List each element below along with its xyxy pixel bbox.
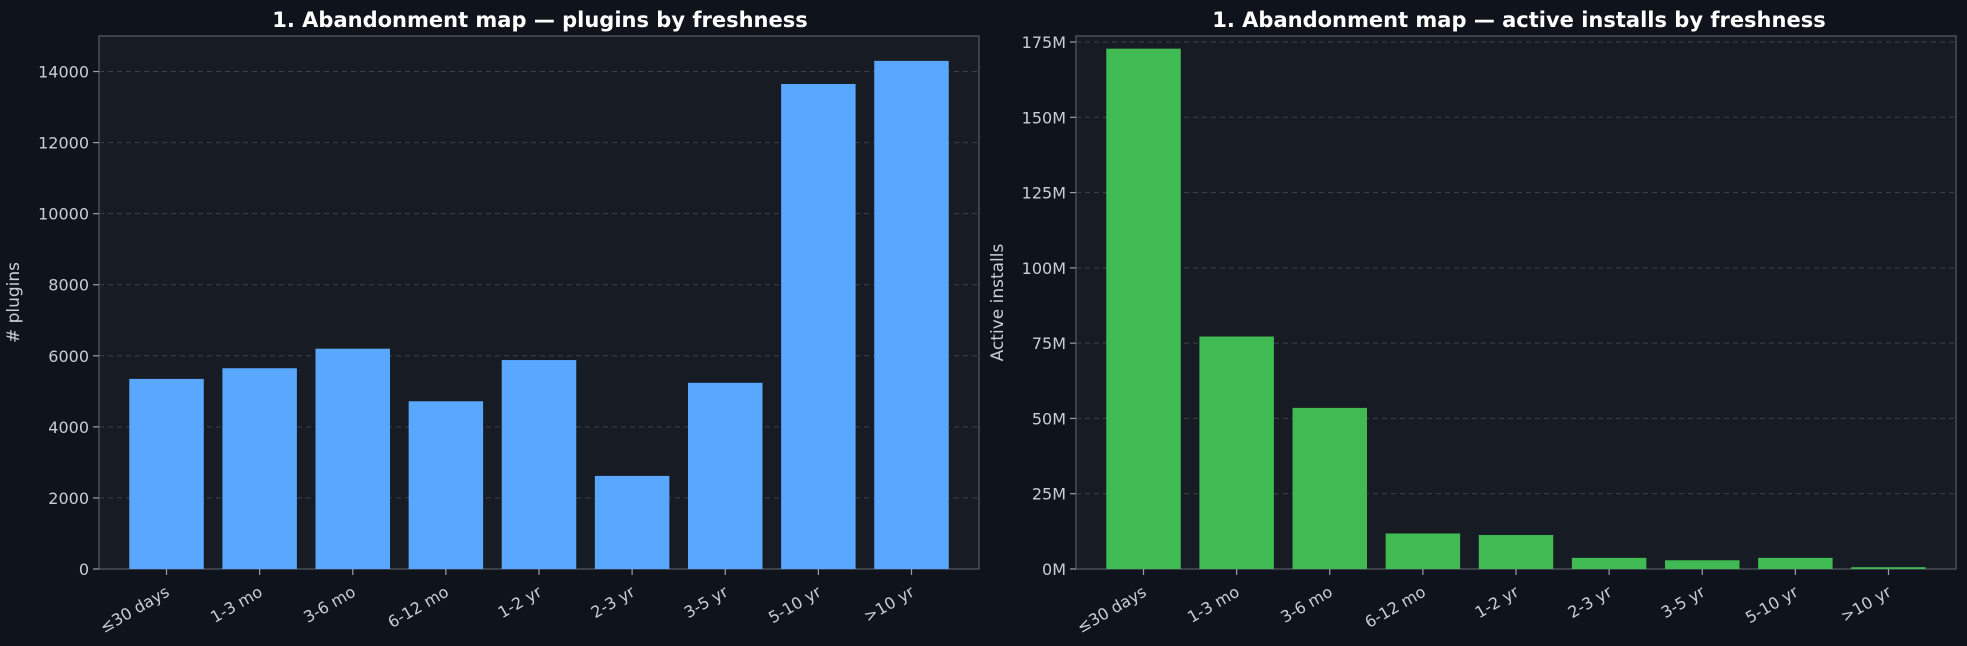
left-y-tick-label: 14000 [38, 63, 89, 82]
left-y-tick-label: 0 [79, 560, 89, 579]
left-y-tick-label: 6000 [48, 347, 89, 366]
right-x-tick-label: 3-5 yr [1658, 582, 1709, 622]
left-y-tick-label: 10000 [38, 205, 89, 224]
left-x-tick-label: ≤30 days [97, 582, 173, 637]
left-chart-title: 1. Abandonment map — plugins by freshnes… [272, 8, 807, 32]
left-bar [874, 60, 949, 570]
left-x-tick-label: 3-5 yr [681, 582, 732, 622]
left-bar [129, 378, 204, 569]
left-x-tick-label: 5-10 yr [765, 582, 825, 627]
right-x-tick-label: 1-2 yr [1472, 582, 1523, 622]
right-bar [1758, 557, 1833, 569]
right-x-tick-label: 1-3 mo [1184, 582, 1243, 627]
left-bar [222, 368, 297, 569]
left-y-tick-label: 8000 [48, 276, 89, 295]
right-x-tick-label: ≤30 days [1074, 582, 1150, 637]
left-bar [687, 382, 763, 569]
left-bar [781, 83, 856, 569]
left-x-tick-label: 2-3 yr [588, 582, 639, 622]
right-y-tick-label: 25M [1032, 485, 1066, 504]
right-y-tick-label: 75M [1032, 334, 1066, 353]
right-y-tick-label: 125M [1022, 184, 1066, 203]
right-bar [1199, 336, 1274, 569]
right-x-tick-label: 3-6 mo [1277, 582, 1336, 627]
right-bar [1106, 48, 1181, 569]
left-bar [408, 401, 484, 569]
right-chart-title: 1. Abandonment map — active installs by … [1212, 8, 1825, 32]
left-x-tick-label: 1-3 mo [207, 582, 266, 627]
right-bar [1478, 534, 1554, 569]
right-bar [1571, 557, 1647, 569]
right-chart-panel: 1. Abandonment map — active installs by … [988, 8, 1957, 637]
right-bar [1851, 567, 1926, 569]
right-y-tick-label: 150M [1022, 108, 1066, 127]
right-y-tick-label: 0M [1042, 560, 1066, 579]
left-x-tick-label: >10 yr [860, 582, 917, 626]
right-x-tick-label: 2-3 yr [1565, 582, 1616, 622]
right-bar [1664, 560, 1740, 569]
left-y-tick-label: 2000 [48, 489, 89, 508]
right-x-tick-label: 5-10 yr [1742, 582, 1802, 627]
left-x-tick-label: 6-12 mo [385, 582, 452, 632]
right-x-tick-label: 6-12 mo [1362, 582, 1429, 632]
left-bar [594, 475, 670, 569]
left-bar [315, 348, 391, 569]
right-y-tick-label: 100M [1022, 259, 1066, 278]
right-y-tick-label: 175M [1022, 33, 1066, 52]
left-y-axis-label: # plugins [4, 262, 24, 343]
left-y-tick-label: 12000 [38, 134, 89, 153]
left-bar [501, 360, 577, 569]
right-x-tick-label: >10 yr [1837, 582, 1894, 626]
right-bar [1385, 533, 1461, 569]
left-x-tick-label: 1-2 yr [495, 582, 546, 622]
right-y-tick-label: 50M [1032, 409, 1066, 428]
right-y-axis-label: Active installs [988, 243, 1008, 361]
right-bar [1292, 407, 1368, 569]
left-y-tick-label: 4000 [48, 418, 89, 437]
left-chart-panel: 1. Abandonment map — plugins by freshnes… [4, 8, 980, 637]
left-x-tick-label: 3-6 mo [300, 582, 359, 627]
